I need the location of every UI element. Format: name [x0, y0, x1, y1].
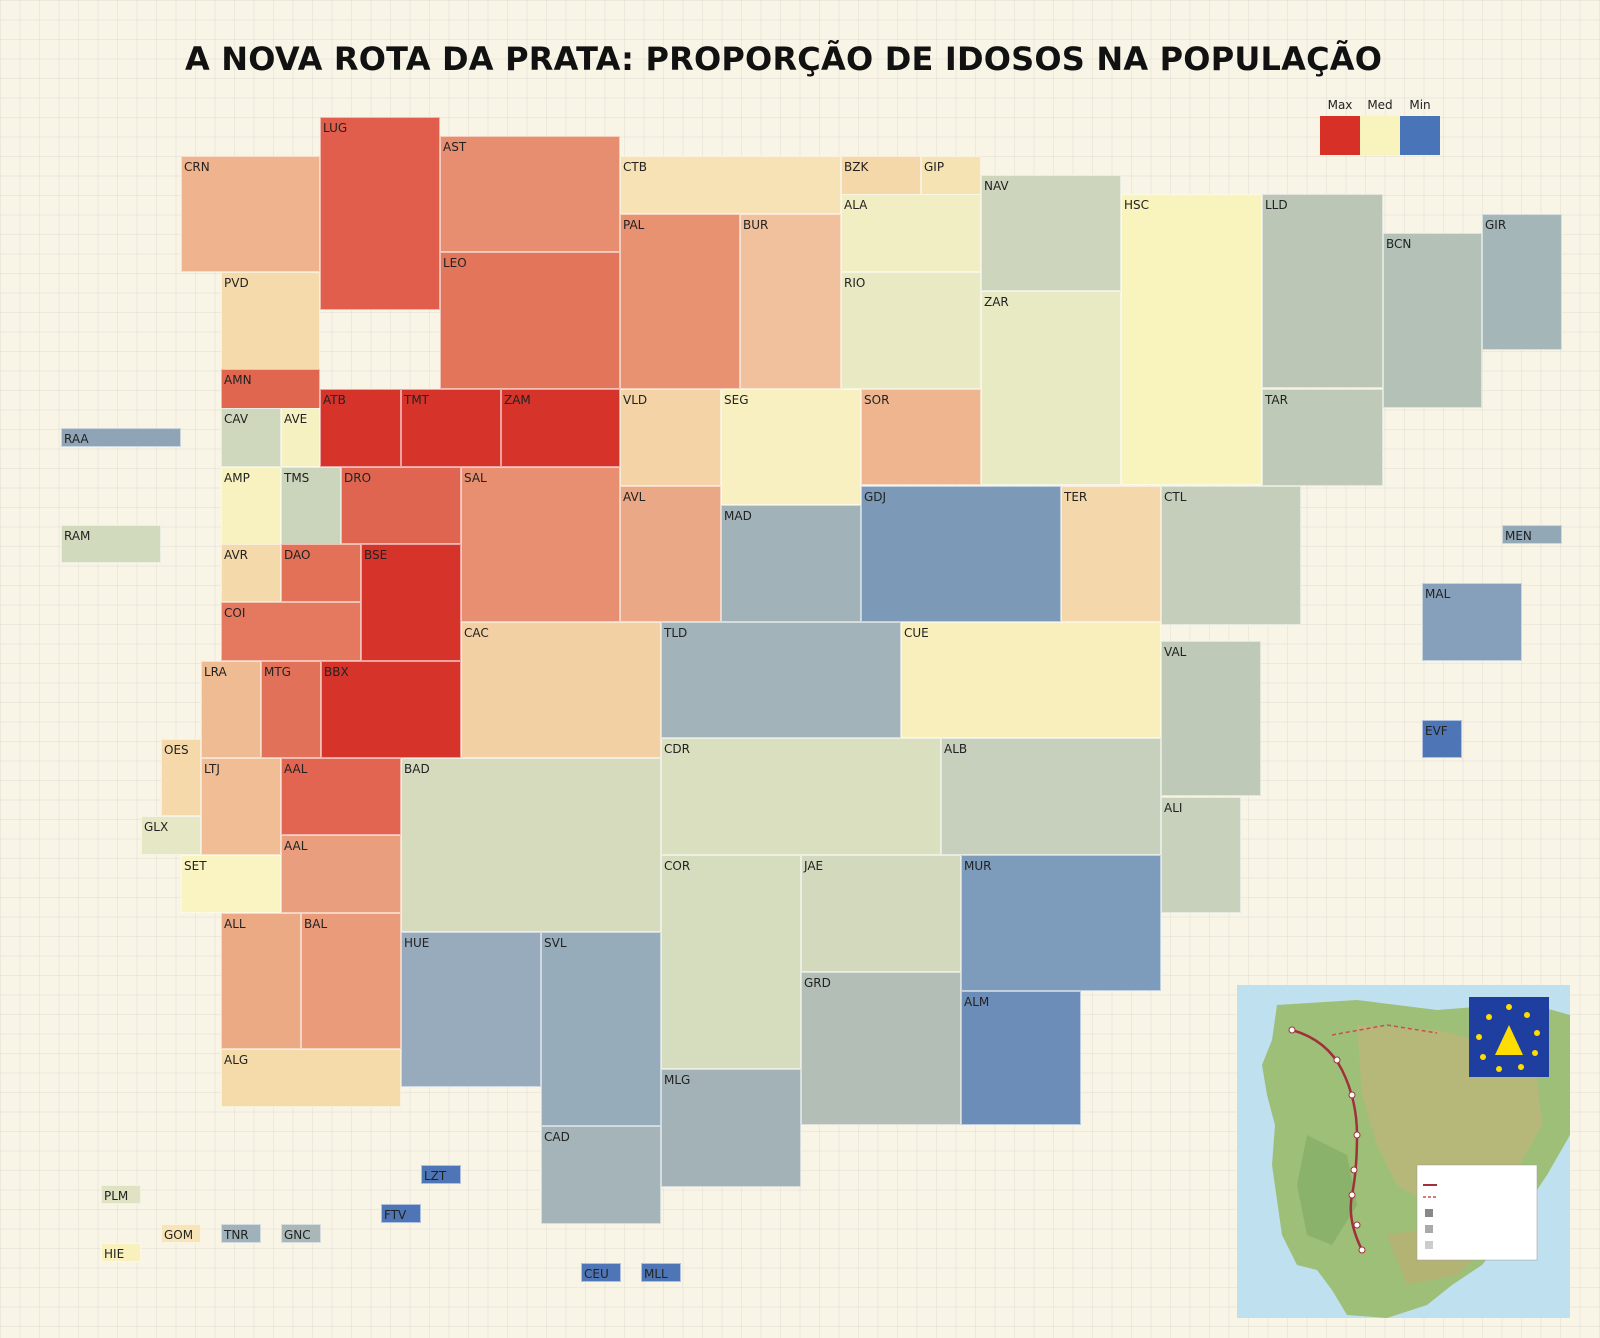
- region-tile-grd: GRD: [801, 972, 961, 1125]
- region-tile-pvd: PVD: [221, 272, 320, 370]
- region-tile-hsc: HSC: [1121, 194, 1262, 485]
- region-tile-zar: ZAR: [981, 291, 1121, 485]
- region-tile-gom: GOM: [161, 1224, 201, 1243]
- region-tile-cav: CAV: [221, 408, 281, 467]
- region-tile-bal: BAL: [301, 913, 401, 1049]
- region-tile-tmt: TMT: [401, 389, 501, 467]
- region-tile-oes: OES: [161, 739, 201, 816]
- region-tile-sor: SOR: [861, 389, 981, 485]
- region-tile-leo: LEO: [440, 252, 620, 389]
- region-tile-avr: AVR: [221, 544, 281, 602]
- region-tile-rio: RIO: [841, 272, 981, 389]
- region-tile-coi: COI: [221, 602, 361, 661]
- region-tile-val: VAL: [1161, 641, 1261, 796]
- region-tile-bbx: BBX: [321, 661, 461, 758]
- map-title: A NOVA ROTA DA PRATA: PROPORÇÃO DE IDOSO…: [185, 40, 1383, 78]
- region-tile-aal: AAL: [281, 758, 401, 835]
- region-tile-gip: GIP: [921, 156, 981, 195]
- region-tile-mal: MAL: [1422, 583, 1522, 661]
- region-tile-men: MEN: [1502, 525, 1562, 544]
- region-tile-mll: MLL: [641, 1263, 681, 1282]
- legend-med-swatch: [1360, 116, 1400, 155]
- region-tile-tld: TLD: [661, 622, 901, 738]
- region-tile-avl: AVL: [620, 486, 721, 622]
- color-legend: Max Med Min: [1320, 98, 1440, 158]
- region-tile-pal: PAL: [620, 214, 740, 389]
- region-tile-bcn: BCN: [1383, 233, 1482, 408]
- region-tile-mad: MAD: [721, 505, 861, 622]
- region-tile-seg: SEG: [721, 389, 861, 505]
- legend-max-label: Max: [1327, 98, 1353, 112]
- legend-min-swatch: [1400, 116, 1440, 155]
- region-tile-tar: TAR: [1262, 389, 1383, 486]
- region-tile-dro: DRO: [341, 467, 461, 544]
- region-tile-bse: BSE: [361, 544, 461, 661]
- region-tile-cue: CUE: [901, 622, 1161, 738]
- region-tile-ceu: CEU: [581, 1263, 621, 1282]
- region-tile-lld: LLD: [1262, 194, 1383, 388]
- region-tile-cad: CAD: [541, 1126, 661, 1224]
- region-tile-atb: ATB: [320, 389, 401, 467]
- region-tile-alb: ALB: [941, 738, 1161, 855]
- region-tile-ctl: CTL: [1161, 486, 1301, 625]
- region-tile-bur: BUR: [740, 214, 841, 389]
- region-tile-jae: JAE: [801, 855, 961, 972]
- region-tile-ast: AST: [440, 136, 620, 252]
- region-tile-gdj: GDJ: [861, 486, 1061, 622]
- region-tile-tnr: TNR: [221, 1224, 261, 1243]
- region-tile-vld: VLD: [620, 389, 721, 486]
- region-tile-crn: CRN: [181, 156, 320, 272]
- region-tile-ave: AVE: [281, 408, 320, 467]
- region-tile-cdr: CDR: [661, 738, 941, 855]
- legend-max-swatch: [1320, 116, 1360, 155]
- legend-med-label: Med: [1367, 98, 1393, 112]
- region-tile-aal: AAL: [281, 835, 401, 913]
- region-tile-sal: SAL: [461, 467, 620, 622]
- region-tile-zam: ZAM: [501, 389, 620, 467]
- region-tile-hue: HUE: [401, 932, 541, 1087]
- legend-min-label: Min: [1409, 98, 1431, 112]
- region-tile-alm: ALM: [961, 991, 1081, 1125]
- region-tile-set: SET: [181, 855, 281, 913]
- region-tile-mur: MUR: [961, 855, 1161, 991]
- region-tile-mlg: MLG: [661, 1069, 801, 1187]
- region-tile-evf: EVF: [1422, 720, 1462, 758]
- region-tile-amp: AMP: [221, 467, 281, 545]
- region-tile-all: ALL: [221, 913, 301, 1049]
- region-tile-cac: CAC: [461, 622, 661, 758]
- region-tile-raa: RAA: [61, 428, 181, 447]
- region-tile-svl: SVL: [541, 932, 661, 1126]
- region-tile-ter: TER: [1061, 486, 1161, 622]
- region-tile-ram: RAM: [61, 525, 161, 563]
- region-tile-amn: AMN: [221, 369, 320, 409]
- region-tile-gir: GIR: [1482, 214, 1562, 350]
- region-tile-lug: LUG: [320, 117, 440, 310]
- region-tile-lra: LRA: [201, 661, 261, 758]
- region-tile-mtg: MTG: [261, 661, 321, 758]
- silver-way-route-map: [1237, 985, 1570, 1318]
- region-tile-bzk: BZK: [841, 156, 921, 195]
- region-tile-bad: BAD: [401, 758, 661, 932]
- region-tile-nav: NAV: [981, 175, 1121, 291]
- region-tile-glx: GLX: [141, 816, 201, 855]
- region-tile-ali: ALI: [1161, 797, 1241, 913]
- region-tile-lzt: LZT: [421, 1165, 461, 1184]
- region-tile-gnc: GNC: [281, 1224, 321, 1243]
- region-tile-alg: ALG: [221, 1049, 401, 1107]
- region-tile-dao: DAO: [281, 544, 361, 602]
- region-tile-ltj: LTJ: [201, 758, 281, 855]
- region-tile-cor: COR: [661, 855, 801, 1069]
- region-tile-tms: TMS: [281, 467, 341, 545]
- region-tile-ctb: CTB: [620, 156, 841, 214]
- region-tile-ala: ALA: [841, 194, 981, 272]
- region-tile-hie: HIE: [101, 1243, 141, 1262]
- region-tile-plm: PLM: [101, 1185, 141, 1204]
- region-tile-ftv: FTV: [381, 1204, 421, 1223]
